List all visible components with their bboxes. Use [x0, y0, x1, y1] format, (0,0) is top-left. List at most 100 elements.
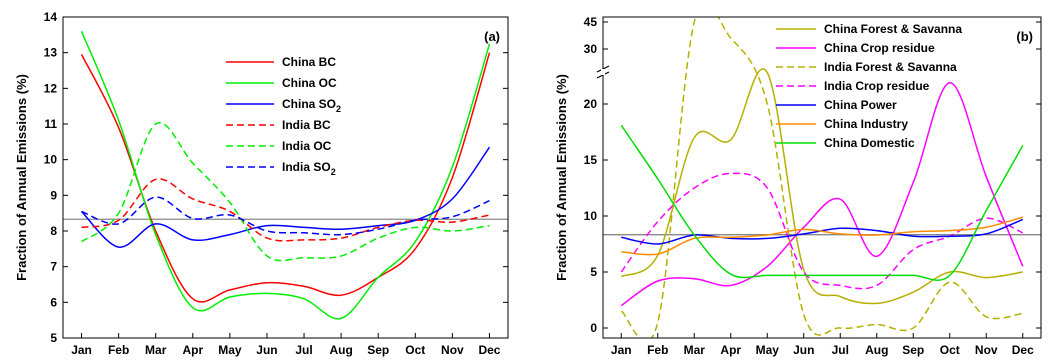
x-tick-label: Jul	[295, 343, 312, 357]
legend-item: China Domestic	[776, 136, 915, 150]
x-tick-label: Jan	[611, 343, 632, 357]
legend-label-main: India SO	[282, 160, 331, 174]
x-tick-label: Mar	[145, 343, 167, 357]
legend-item: India OC	[226, 139, 332, 153]
x-tick-label: Aug	[329, 343, 352, 357]
legend-label: China Power	[824, 98, 897, 112]
legend-label: China Domestic	[824, 136, 915, 150]
legend-label-text: China Power	[824, 98, 897, 112]
x-tick-label: Dec	[1012, 343, 1034, 357]
x-tick-label: Jan	[71, 343, 92, 357]
legend-label-text: China Forest & Savanna	[824, 22, 962, 36]
legend-item: India Crop residue	[776, 79, 930, 93]
series-line-china-crop-residue	[620, 81, 1024, 307]
y-tick-label: 8	[50, 224, 57, 238]
legend-label: China BC	[282, 55, 336, 69]
legend-label-main: China SO	[282, 97, 336, 111]
series-line-china-forest-savanna	[620, 68, 1023, 305]
x-tick-label: Feb	[108, 343, 129, 357]
panel-label: (b)	[1016, 29, 1033, 44]
y-tick-label: 12	[44, 81, 58, 95]
legend-item: China Power	[776, 98, 897, 112]
x-tick-label: Nov	[441, 343, 464, 357]
series-line-china-domestic	[620, 124, 1024, 281]
legend-label: India Crop residue	[824, 79, 930, 93]
legend-label-subscript: 2	[336, 104, 341, 114]
x-tick-label: Nov	[975, 343, 998, 357]
legend-item: China SO2	[226, 97, 341, 114]
legend-label: China Crop residue	[824, 41, 935, 55]
y-tick-label: 0	[590, 321, 597, 335]
plot-frame	[602, 16, 1042, 339]
x-tick-label: Mar	[684, 343, 706, 357]
legend-label-text: China Crop residue	[824, 41, 935, 55]
y-axis-label: Fraction of Annual Emissions (%)	[554, 74, 569, 281]
legend-item: China Forest & Savanna	[776, 22, 962, 36]
x-tick-label: Sep	[367, 343, 389, 357]
legend-item: China Crop residue	[776, 41, 935, 55]
legend-item: China OC	[226, 76, 337, 90]
legend-label: India BC	[282, 118, 331, 132]
series-group	[620, 17, 1024, 338]
x-tick-label: Feb	[647, 343, 668, 357]
legend-label: China OC	[282, 76, 337, 90]
legend-item: India BC	[226, 118, 331, 132]
legend-label-text: China Domestic	[824, 136, 915, 150]
y-tick-label: 13	[44, 46, 58, 60]
x-tick-label: Oct	[940, 343, 960, 357]
series-line-china-so2	[80, 146, 491, 248]
y-tick-label: 5	[590, 265, 597, 279]
y-tick-label: 10	[584, 209, 598, 223]
x-tick-label: May	[218, 343, 242, 357]
legend-label-main: China BC	[282, 55, 336, 69]
y-tick-label: 14	[44, 10, 58, 24]
legend-label: India SO2	[282, 160, 336, 177]
legend: China Forest & Savanna China Crop residue…	[776, 22, 962, 150]
x-tick-label: Apr	[720, 343, 741, 357]
legend-item: China BC	[226, 55, 336, 69]
y-tick-label: 30	[584, 42, 598, 56]
series-line-india-forest-savanna	[620, 17, 1023, 338]
legend-label: China Forest & Savanna	[824, 22, 962, 36]
legend-item: China Industry	[776, 117, 908, 131]
chart-panel-b: Jan Feb Mar Apr May Jun Jul Aug Sep Oct Nov Dec 0 5 10…	[554, 15, 1042, 357]
legend-label-main: India BC	[282, 118, 331, 132]
y-tick-label: 6	[50, 295, 57, 309]
axis-break-marks	[596, 65, 610, 79]
legend-item: India SO2	[226, 160, 336, 177]
legend-label-main: India OC	[282, 139, 332, 153]
series-line-china-bc	[80, 52, 491, 303]
legend-label: India OC	[282, 139, 332, 153]
legend-label: India Forest & Savanna	[824, 60, 957, 74]
y-tick-label: 10	[44, 153, 58, 167]
panel-label: (a)	[484, 29, 500, 44]
y-tick-label: 9	[50, 188, 57, 202]
x-tick-label: Oct	[405, 343, 425, 357]
y-tick-label: 15	[584, 153, 598, 167]
legend-label-text: China Industry	[824, 117, 908, 131]
x-tick-label: Jun	[793, 343, 814, 357]
series-line-china-oc	[80, 31, 491, 320]
x-tick-label: Dec	[478, 343, 500, 357]
legend-label-text: India Forest & Savanna	[824, 60, 957, 74]
legend-item: India Forest & Savanna	[776, 60, 957, 74]
legend-label-subscript: 2	[331, 167, 336, 177]
series-line-india-bc	[81, 178, 490, 242]
legend-label-text: India Crop residue	[824, 79, 930, 93]
y-tick-label: 45	[584, 15, 598, 29]
x-tick-label: Jul	[832, 343, 849, 357]
y-tick-label: 5	[50, 331, 57, 345]
series-line-india-so2	[81, 196, 490, 236]
series-group	[80, 31, 491, 320]
y-tick-label: 11	[44, 117, 57, 131]
series-line-india-oc	[81, 122, 490, 262]
legend-label-main: China OC	[282, 76, 337, 90]
x-tick-label: May	[756, 343, 780, 357]
plot-frame	[62, 16, 509, 339]
y-axis-label: Fraction of Annual Emissions (%)	[14, 74, 29, 281]
y-tick-label: 20	[584, 97, 598, 111]
series-line-china-industry	[621, 216, 1024, 256]
x-tick-label: Sep	[902, 343, 924, 357]
